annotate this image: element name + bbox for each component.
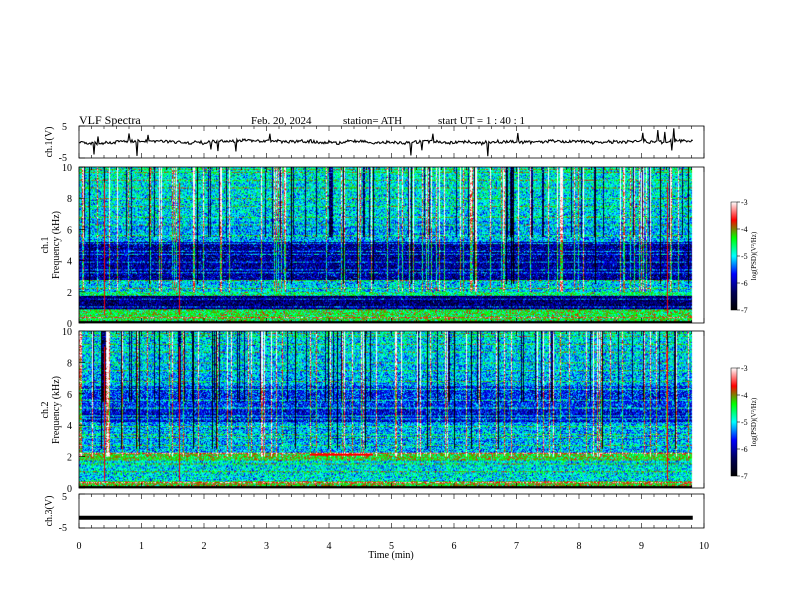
ch2-colorbar: -3 -4 -5 -6 -7 log(PSD)(V²/Hz)	[730, 364, 758, 481]
time-axis-tick-label: 8	[577, 541, 582, 552]
ch2-colorbar-tick-label: -7	[741, 472, 748, 481]
ch1-ytick-top: 5	[62, 122, 67, 133]
ch1-spectrogram-ytick-label: 4	[67, 257, 72, 268]
ch1-waveform-line	[78, 128, 694, 157]
figure-title: VLF Spectra	[79, 113, 141, 127]
ch1-colorbar-tick-label: -7	[741, 306, 748, 315]
ch1-spectrogram-ytick-label: 0	[67, 319, 72, 330]
ch1-colorbar-gradient	[730, 201, 738, 311]
ch1-waveform-ylabel: ch.1(V)	[44, 127, 55, 158]
start-time-label: start UT = 1 : 40 : 1	[438, 115, 525, 127]
station-label: station= ATH	[343, 115, 402, 127]
ch2-spectrogram-ytick-label: 6	[67, 390, 72, 401]
ch2-spectrogram-image	[79, 331, 704, 488]
time-axis: 0 1 2 3 4 5 6 7 8 9 10	[77, 541, 710, 552]
ch1-spectrogram-yticks: 0 2 4 6 8 10	[62, 163, 85, 330]
ch2-spectrogram-panel: 0 2 4 6 8 10 ch.2 Frequency (kHz)	[40, 327, 705, 495]
ch1-spectrogram-ytick-label: 6	[67, 225, 72, 236]
ch3-waveform-ylabel: ch.3(V)	[44, 496, 55, 527]
ch2-channel-label: ch.2	[40, 402, 51, 419]
ch1-spectrogram-ytick-label: 10	[62, 163, 72, 174]
ch3-waveform-panel: 5 -5 ch.3(V)	[44, 492, 705, 534]
ch2-colorbar-tick-label: -3	[741, 364, 748, 373]
time-axis-tick-label: 6	[452, 541, 457, 552]
ch3-waveform-frame	[78, 493, 705, 529]
ch1-colorbar-label: log(PSD)(V²/Hz)	[750, 231, 758, 280]
ch2-spectrogram-yticks: 0 2 4 6 8 10	[62, 327, 85, 495]
date-label: Feb. 20, 2024	[251, 115, 312, 127]
ch1-colorbar-tick-label: -4	[741, 225, 748, 234]
ch1-channel-label: ch.1	[40, 237, 51, 254]
ch2-colorbar-gradient	[730, 367, 738, 477]
ch2-spectrogram-ytick-label: 2	[67, 453, 72, 464]
time-axis-tick-label: 1	[139, 541, 144, 552]
ch1-spectrogram-ytick-label: 2	[67, 288, 72, 299]
ch1-colorbar-tick-label: -6	[741, 279, 748, 288]
ch1-spectrogram-xticks	[78, 167, 705, 323]
time-axis-tick-label: 3	[264, 541, 269, 552]
time-axis-tick-label: 4	[327, 541, 332, 552]
ch3-ytick-top: 5	[62, 492, 67, 503]
ch2-spectrogram-ytick-label: 8	[67, 358, 72, 369]
time-axis-tick-label: 9	[639, 541, 644, 552]
ch1-colorbar: -3 -4 -5 -6 -7 log(PSD)(V²/Hz)	[730, 198, 758, 315]
ch2-spectrogram-ytick-label: 10	[62, 327, 72, 338]
ch2-spectrogram-ytick-label: 0	[67, 484, 72, 495]
time-axis-label: Time (min)	[368, 550, 413, 561]
time-axis-tick-label: 7	[514, 541, 519, 552]
ch2-spectrogram-ytick-label: 4	[67, 421, 72, 432]
ch1-colorbar-tick-label: -5	[741, 252, 748, 261]
time-axis-tick-label: 10	[699, 541, 709, 552]
time-axis-tick-label: 5	[389, 541, 394, 552]
ch2-spectrogram-xticks	[78, 331, 705, 488]
ch2-colorbar-tick-label: -6	[741, 445, 748, 454]
time-axis-tick-label: 0	[77, 541, 82, 552]
ch2-colorbar-tick-label: -4	[741, 391, 748, 400]
ch1-waveform-ticks	[78, 125, 705, 159]
ch1-ytick-bottom: -5	[59, 153, 67, 164]
ch2-colorbar-label: log(PSD)(V²/Hz)	[750, 397, 758, 446]
ch3-ytick-bottom: -5	[59, 523, 67, 534]
ch1-spectrogram-panel: 0 2 4 6 8 10 ch.1 Frequency (kHz)	[40, 163, 705, 330]
time-axis-tick-label: 2	[202, 541, 207, 552]
ch3-waveform-ticks	[78, 493, 705, 529]
ch1-waveform-panel: 5 -5 ch.1(V)	[44, 122, 705, 164]
ch1-frequency-label: Frequency (kHz)	[51, 211, 62, 279]
ch2-colorbar-tick-label: -5	[741, 418, 748, 427]
ch1-spectrogram-image	[79, 167, 704, 323]
ch2-frequency-label: Frequency (kHz)	[51, 376, 62, 444]
ch1-spectrogram-ytick-label: 8	[67, 194, 72, 205]
ch1-colorbar-tick-label: -3	[741, 198, 748, 207]
